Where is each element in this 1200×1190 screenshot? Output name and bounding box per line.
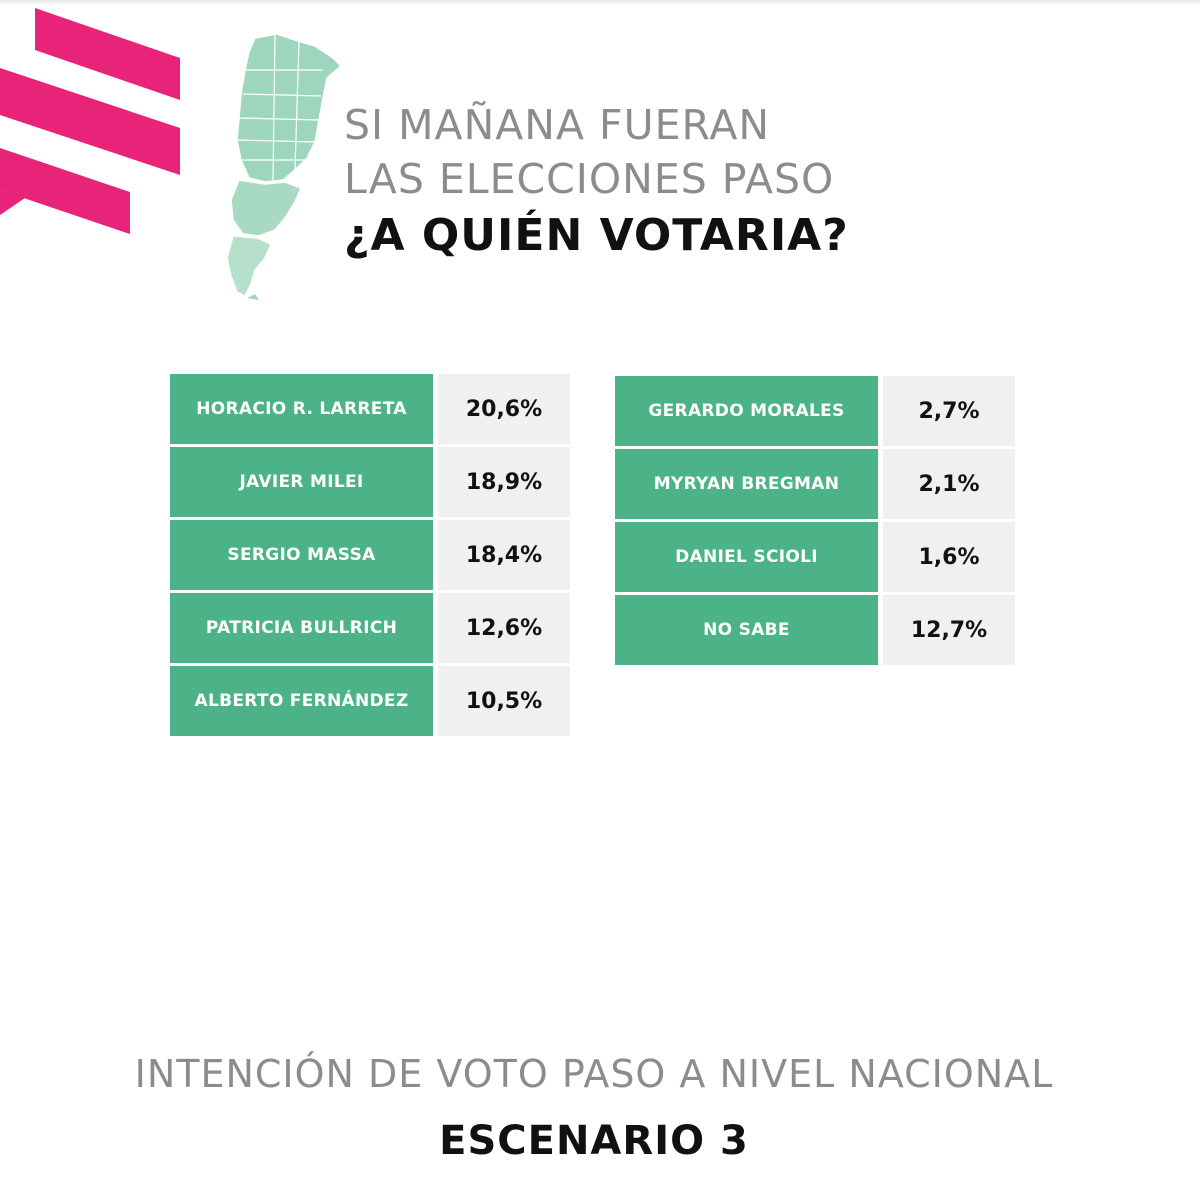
table-row: SERGIO MASSA 18,4%	[170, 520, 570, 590]
candidate-name: GERARDO MORALES	[615, 376, 878, 446]
candidate-name: ALBERTO FERNÁNDEZ	[170, 666, 433, 736]
candidate-name: JAVIER MILEI	[170, 447, 433, 517]
table-row: PATRICIA BULLRICH 12,6%	[170, 593, 570, 663]
candidate-value: 18,4%	[438, 520, 570, 590]
headline-line-2: LAS ELECCIONES PASO	[344, 155, 835, 203]
map-province-lines	[236, 33, 323, 181]
map-north-region	[236, 33, 343, 183]
map-south-region	[226, 235, 272, 298]
stripe-1	[35, 8, 180, 100]
table-row: GERARDO MORALES 2,7%	[615, 376, 1015, 446]
candidate-name: SERGIO MASSA	[170, 520, 433, 590]
footer-subtitle: INTENCIÓN DE VOTO PASO A NIVEL NACIONAL	[134, 1052, 1054, 1096]
argentina-map-icon	[226, 33, 343, 300]
table-row: HORACIO R. LARRETA 20,6%	[170, 374, 570, 444]
candidate-name: HORACIO R. LARRETA	[170, 374, 433, 444]
candidate-name: DANIEL SCIOLI	[615, 522, 878, 592]
headline: SI MAÑANA FUERAN LAS ELECCIONES PASO ¿A …	[344, 98, 849, 266]
candidate-name: MYRYAN BREGMAN	[615, 449, 878, 519]
stripe-3	[0, 148, 130, 234]
candidate-value: 12,6%	[438, 593, 570, 663]
headline-question: ¿A QUIÉN VOTARIA?	[344, 210, 849, 261]
headline-line-1: SI MAÑANA FUERAN	[344, 101, 771, 149]
table-row: MYRYAN BREGMAN 2,1%	[615, 449, 1015, 519]
footer-title: ESCENARIO 3	[439, 1118, 749, 1164]
table-row: NO SABE 12,7%	[615, 595, 1015, 665]
candidate-value: 20,6%	[438, 374, 570, 444]
candidate-value: 18,9%	[438, 447, 570, 517]
table-row: DANIEL SCIOLI 1,6%	[615, 522, 1015, 592]
table-row: JAVIER MILEI 18,9%	[170, 447, 570, 517]
candidate-value: 12,7%	[883, 595, 1015, 665]
brand-stripes-logo	[0, 8, 180, 234]
top-edge-shadow	[0, 0, 1200, 6]
candidate-value: 2,7%	[883, 376, 1015, 446]
stripe-2	[0, 68, 180, 175]
candidate-value: 10,5%	[438, 666, 570, 736]
candidate-value: 2,1%	[883, 449, 1015, 519]
candidate-name: NO SABE	[615, 595, 878, 665]
candidate-value: 1,6%	[883, 522, 1015, 592]
map-center-region	[230, 179, 302, 237]
stripe-notch	[0, 190, 25, 215]
candidate-name: PATRICIA BULLRICH	[170, 593, 433, 663]
table-row: ALBERTO FERNÁNDEZ 10,5%	[170, 666, 570, 736]
map-tip	[247, 294, 259, 300]
